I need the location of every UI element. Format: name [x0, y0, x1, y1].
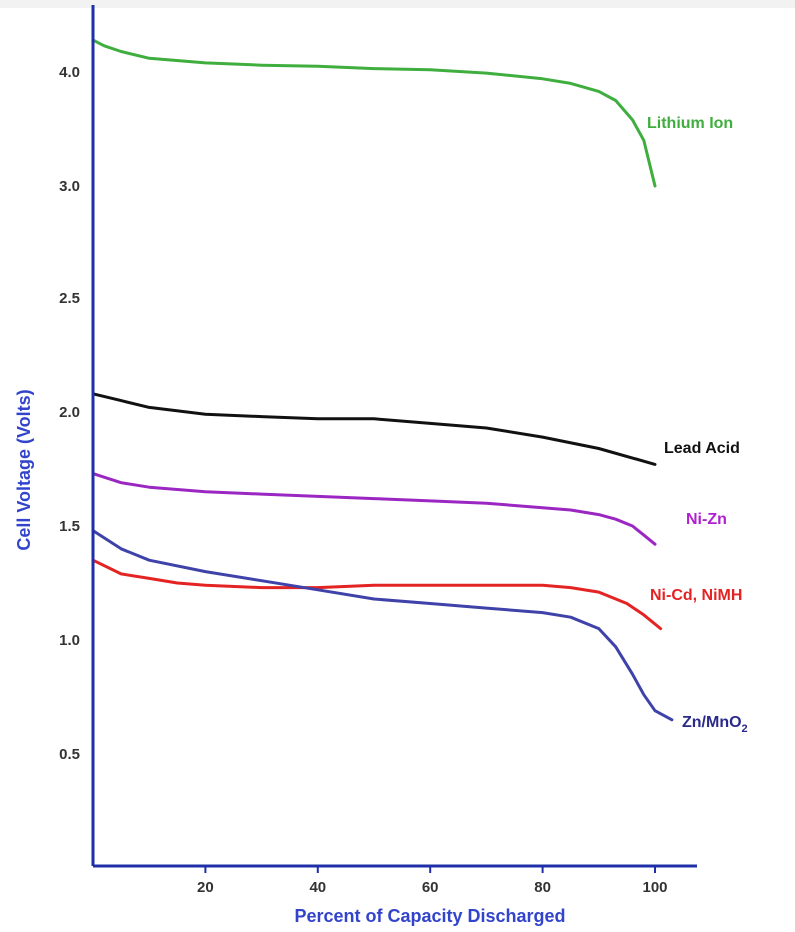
y-tick-label-1: 1.0	[59, 632, 80, 649]
y-tick-label-2: 1.5	[59, 518, 80, 535]
ticks-layer: 20 40 60 80 100 0.5 1.0 1.5 2.0 2.5 3.0 4.0	[59, 64, 667, 896]
top-band	[0, 0, 795, 8]
series-line-4	[91, 529, 674, 722]
series-line-0	[91, 38, 657, 188]
x-tick-label-0: 20	[197, 879, 214, 896]
series-line-1	[91, 392, 657, 466]
x-tick-label-1: 40	[309, 879, 326, 896]
y-tick-label-4: 2.5	[59, 290, 80, 307]
y-tick-label-3: 2.0	[59, 404, 80, 421]
labels-layer: Lithium Ion Lead Acid Ni-Zn Ni-Cd, NiMH Zn/M…	[647, 115, 748, 735]
series-layer	[91, 38, 674, 722]
y-axis-title: Cell Voltage (Volts)	[14, 389, 34, 550]
x-tick-label-4: 100	[642, 879, 667, 896]
series-label-0: Lithium Ion	[647, 115, 733, 132]
series-label-subscript-4: 2	[742, 723, 748, 735]
series-line-3	[91, 558, 663, 631]
series-label-2: Ni-Zn	[686, 511, 727, 528]
axis-layer	[91, 5, 697, 868]
y-tick-label-5: 3.0	[59, 178, 80, 195]
series-label-4: Zn/MnO2	[682, 714, 748, 735]
x-tick-label-2: 60	[422, 879, 439, 896]
series-label-1: Lead Acid	[664, 440, 740, 457]
series-label-3: Ni-Cd, NiMH	[650, 587, 742, 604]
y-tick-label-0: 0.5	[59, 746, 80, 763]
x-tick-label-3: 80	[534, 879, 551, 896]
y-tick-label-6: 4.0	[59, 64, 80, 81]
x-axis-title: Percent of Capacity Discharged	[294, 906, 565, 926]
series-line-2	[91, 472, 657, 546]
